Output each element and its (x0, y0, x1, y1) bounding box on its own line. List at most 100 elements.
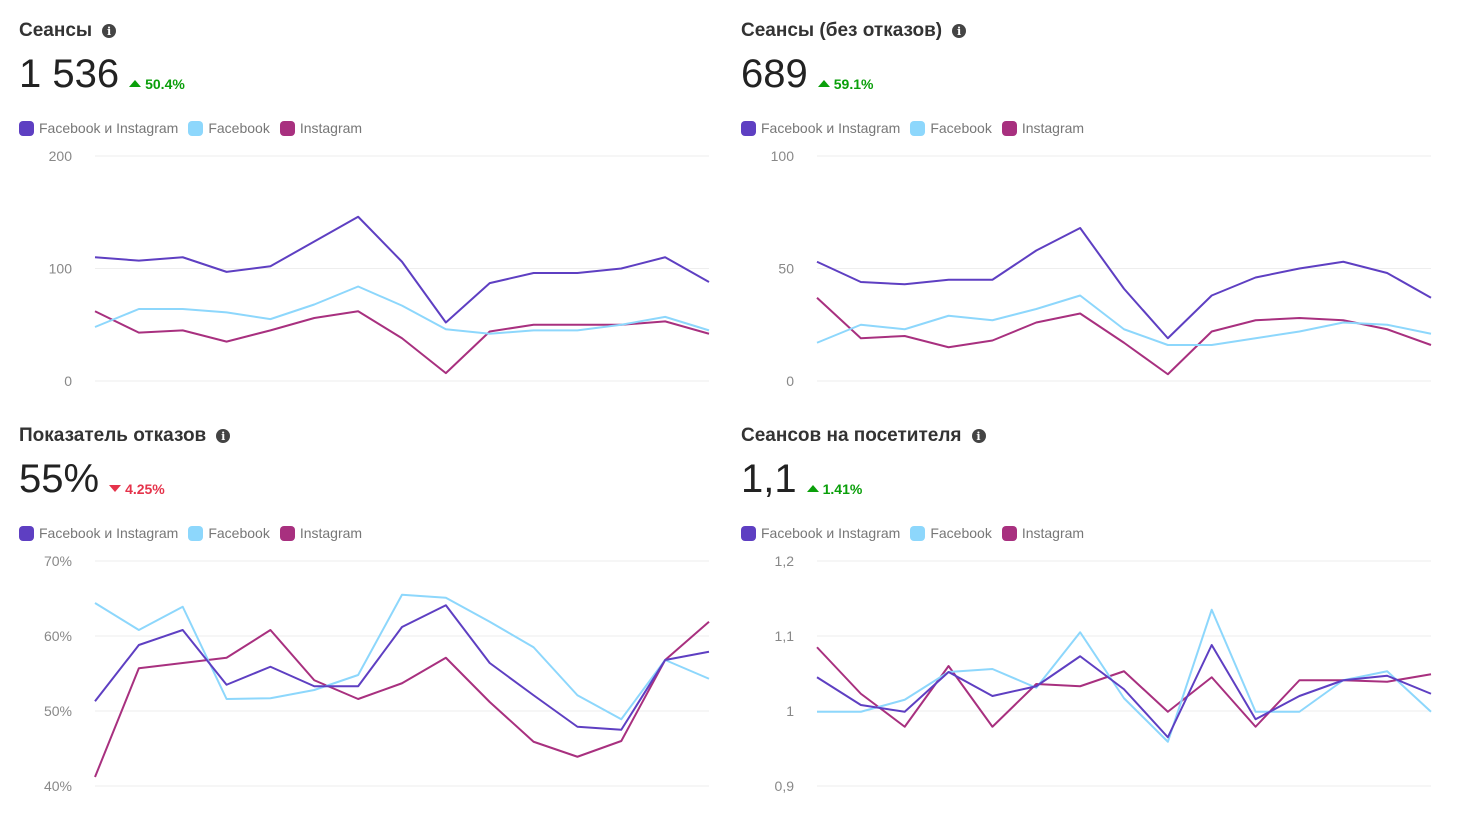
kpi-delta: 1.41% (806, 480, 863, 497)
panel-title-text: Сеансов на посетителя (741, 425, 962, 446)
series-line-0[interactable] (816, 644, 1432, 739)
legend-label: Facebook (208, 525, 270, 541)
legend-item[interactable]: Instagram (279, 525, 362, 541)
kpi: 689 59.1% (741, 52, 873, 97)
y-tick-label: 0 (786, 373, 794, 389)
legend-item[interactable]: Facebook и Instagram (741, 525, 900, 541)
series-line-0[interactable] (94, 215, 710, 324)
kpi: 1 536 50.4% (19, 52, 185, 97)
delta-text: 50.4% (145, 75, 185, 92)
panel-title: Сеансов на посетителя i (741, 425, 986, 447)
panel-title-text: Показатель отказов (19, 425, 207, 446)
delta-text: 4.25% (125, 480, 165, 497)
chart-panel: Сеансы (без отказов) i 689 59.1% Facebook… (741, 0, 1460, 405)
y-tick-label: 100 (49, 261, 73, 277)
legend-swatch (188, 120, 204, 136)
y-tick-label: 1,2 (775, 553, 795, 569)
legend: Facebook и Instagram Facebook Instagram (19, 120, 362, 136)
trend-up-icon (817, 80, 830, 87)
legend-item[interactable]: Facebook (910, 525, 992, 541)
kpi-value: 689 (741, 52, 808, 96)
info-icon[interactable]: i (971, 429, 986, 443)
kpi-value: 1 536 (19, 52, 120, 96)
series-line-1[interactable] (817, 608, 1432, 743)
line-chart: 100 50 0 (771, 148, 1432, 389)
legend-item[interactable]: Facebook и Instagram (741, 120, 900, 136)
y-tick-label: 50 (778, 261, 794, 277)
series-line-2[interactable] (816, 646, 1432, 728)
legend-swatch (1001, 120, 1017, 136)
panel-title: Сеансы i (19, 20, 117, 42)
legend-swatch (19, 120, 34, 136)
panel-title-text: Сеансы (19, 20, 93, 41)
info-icon[interactable]: i (102, 24, 117, 38)
info-icon[interactable]: i (952, 24, 967, 38)
kpi: 1,1 1.41% (741, 457, 862, 502)
trend-down-icon (109, 485, 122, 492)
kpi-value: 1,1 (741, 457, 797, 501)
legend-label: Facebook и Instagram (761, 525, 901, 541)
line-chart: 200 100 0 (49, 148, 710, 389)
y-tick-label: 100 (771, 148, 795, 164)
trend-up-icon (806, 485, 819, 492)
line-chart: 70% 60% 50% 40% (44, 553, 710, 794)
y-tick-label: 0 (64, 373, 72, 389)
legend-item[interactable]: Facebook и Instagram (19, 525, 178, 541)
legend-item[interactable]: Facebook (910, 120, 992, 136)
legend-item[interactable]: Instagram (1001, 120, 1085, 136)
legend-label: Instagram (1021, 120, 1085, 136)
legend-swatch (279, 525, 295, 541)
kpi: 55% 4.25% (19, 457, 165, 502)
series-line-1[interactable] (94, 593, 710, 721)
series-line-2[interactable] (816, 297, 1432, 376)
y-tick-label: 50% (44, 703, 72, 719)
legend-label: Facebook и Instagram (39, 525, 179, 541)
legend: Facebook и Instagram Facebook Instagram (19, 525, 362, 541)
line-chart: 1,2 1,1 1 0,9 (775, 553, 1432, 794)
delta-text: 1.41% (822, 480, 863, 497)
series-line-1[interactable] (816, 294, 1432, 346)
legend-swatch (279, 120, 295, 136)
legend-swatch (910, 525, 926, 541)
y-tick-label: 60% (44, 628, 72, 644)
legend-swatch (1001, 525, 1017, 541)
chart-panel: Сеансов на посетителя i 1,1 1.41% Faceboo… (741, 405, 1460, 810)
trend-up-icon (129, 80, 142, 87)
legend-item[interactable]: Facebook (188, 525, 270, 541)
legend-swatch (19, 525, 34, 541)
y-tick-label: 40% (44, 778, 72, 794)
chart-panel: Сеансы i 1 536 50.4% Facebook и Instagram… (19, 0, 741, 405)
legend-item[interactable]: Facebook (188, 120, 270, 136)
legend: Facebook и Instagram Facebook Instagram (741, 525, 1084, 541)
chart-panel: Показатель отказов i 55% 4.25% Facebook и… (19, 405, 741, 810)
legend-item[interactable]: Instagram (1001, 525, 1085, 541)
series-line-2[interactable] (94, 310, 710, 375)
y-tick-label: 200 (49, 148, 73, 164)
legend-swatch (741, 120, 756, 136)
series-line-0[interactable] (94, 604, 710, 731)
y-tick-label: 1 (786, 703, 794, 719)
legend-item[interactable]: Instagram (279, 120, 363, 136)
legend-label: Facebook (930, 120, 992, 136)
y-tick-label: 1,1 (775, 628, 795, 644)
kpi-delta: 50.4% (129, 76, 185, 92)
delta-text: 59.1% (833, 75, 874, 92)
kpi-delta: 59.1% (817, 75, 874, 92)
legend-label: Facebook и Instagram (39, 120, 179, 136)
series-line-1[interactable] (94, 285, 710, 335)
legend-swatch (188, 525, 204, 541)
legend-label: Instagram (299, 120, 363, 136)
legend-label: Facebook (208, 120, 270, 136)
y-tick-label: 70% (44, 553, 72, 569)
series-line-0[interactable] (816, 227, 1432, 340)
kpi-value: 55% (19, 457, 100, 501)
legend-swatch (741, 525, 756, 541)
info-icon[interactable]: i (216, 429, 231, 443)
legend-item[interactable]: Facebook и Instagram (19, 120, 178, 136)
legend-label: Facebook и Instagram (761, 120, 901, 136)
series-line-2[interactable] (94, 620, 710, 778)
panel-title: Сеансы (без отказов) i (741, 20, 967, 42)
legend-label: Instagram (1021, 525, 1085, 541)
y-tick-label: 0,9 (775, 778, 795, 794)
legend: Facebook и Instagram Facebook Instagram (741, 120, 1084, 136)
